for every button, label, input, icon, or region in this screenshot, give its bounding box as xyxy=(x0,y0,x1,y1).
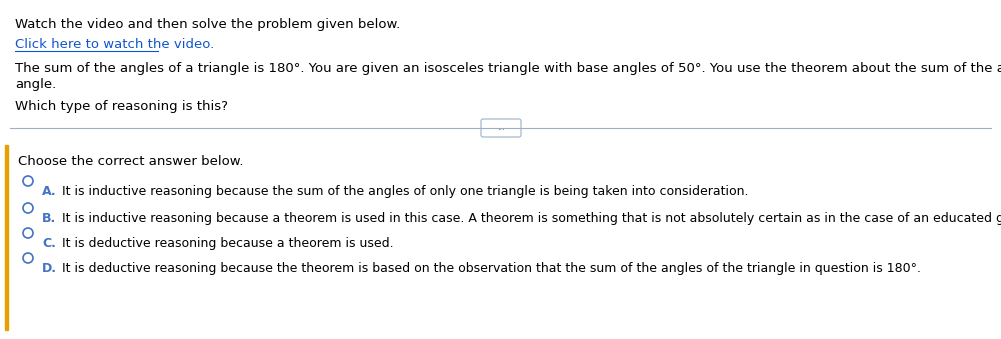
Text: ...: ... xyxy=(497,123,505,133)
Text: Click here to watch the video.: Click here to watch the video. xyxy=(15,38,214,51)
Text: angle.: angle. xyxy=(15,78,56,91)
Text: Which type of reasoning is this?: Which type of reasoning is this? xyxy=(15,100,228,113)
Text: C.: C. xyxy=(42,237,56,250)
Text: A.: A. xyxy=(42,185,57,198)
Text: B.: B. xyxy=(42,212,56,225)
Text: Watch the video and then solve the problem given below.: Watch the video and then solve the probl… xyxy=(15,18,400,31)
Text: D.: D. xyxy=(42,262,57,275)
Text: It is deductive reasoning because the theorem is based on the observation that t: It is deductive reasoning because the th… xyxy=(62,262,921,275)
Text: It is inductive reasoning because the sum of the angles of only one triangle is : It is inductive reasoning because the su… xyxy=(62,185,749,198)
Text: It is inductive reasoning because a theorem is used in this case. A theorem is s: It is inductive reasoning because a theo… xyxy=(62,212,1001,225)
Text: Choose the correct answer below.: Choose the correct answer below. xyxy=(18,155,243,168)
FancyBboxPatch shape xyxy=(481,119,521,137)
Text: The sum of the angles of a triangle is 180°. You are given an isosceles triangle: The sum of the angles of a triangle is 1… xyxy=(15,62,1001,75)
Text: It is deductive reasoning because a theorem is used.: It is deductive reasoning because a theo… xyxy=(62,237,393,250)
Bar xyxy=(5,145,8,330)
